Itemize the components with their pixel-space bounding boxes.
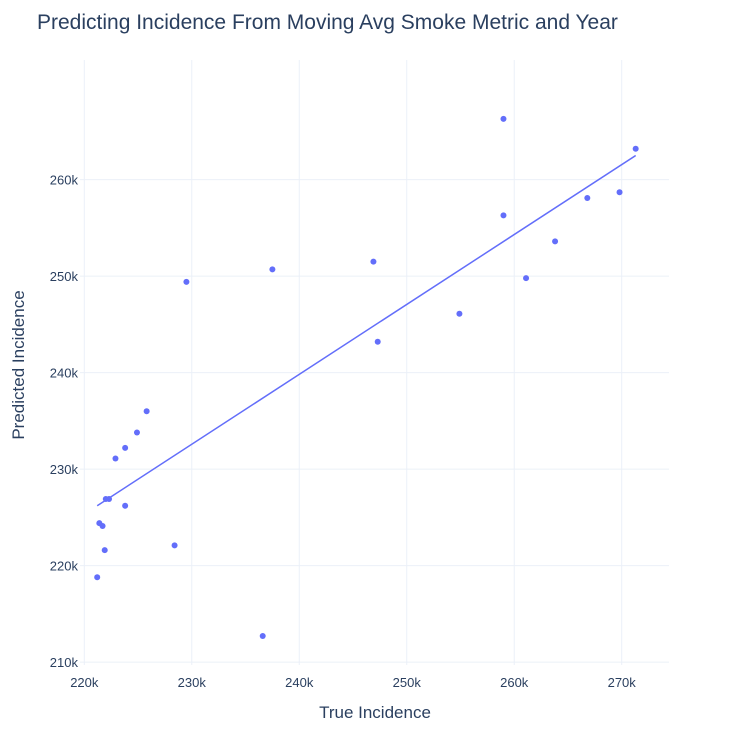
chart-title: Predicting Incidence From Moving Avg Smo…: [37, 11, 618, 34]
data-point[interactable]: [500, 115, 507, 122]
data-point[interactable]: [370, 258, 377, 265]
data-point[interactable]: [269, 266, 276, 273]
data-point[interactable]: [523, 275, 530, 282]
data-point[interactable]: [584, 194, 591, 201]
y-tick-label: 210k: [50, 655, 79, 670]
y-axis-title: Predicted Incidence: [9, 290, 28, 439]
data-point[interactable]: [171, 542, 178, 549]
data-point[interactable]: [183, 278, 190, 285]
data-point[interactable]: [500, 212, 507, 219]
data-point[interactable]: [99, 523, 106, 530]
data-point[interactable]: [133, 429, 140, 436]
data-point[interactable]: [632, 145, 639, 152]
y-tick-label: 220k: [50, 559, 79, 574]
y-axis-ticks: 210k 220k 230k 240k 250k 260k: [50, 173, 79, 670]
data-point[interactable]: [122, 444, 129, 451]
scatter-points: [94, 115, 639, 640]
y-tick-label: 250k: [50, 269, 79, 284]
grid: [80, 60, 669, 665]
data-point[interactable]: [374, 338, 381, 345]
data-point[interactable]: [106, 496, 113, 503]
data-point[interactable]: [259, 633, 266, 640]
x-tick-label: 250k: [393, 675, 422, 690]
x-tick-label: 270k: [608, 675, 637, 690]
data-point[interactable]: [616, 189, 623, 196]
data-point[interactable]: [456, 310, 463, 317]
trendline-layer: [96, 154, 637, 507]
y-tick-label: 240k: [50, 366, 79, 381]
data-point[interactable]: [112, 455, 119, 462]
data-point[interactable]: [101, 547, 108, 554]
y-tick-label: 230k: [50, 462, 79, 477]
data-point[interactable]: [552, 238, 559, 245]
x-tick-label: 260k: [500, 675, 529, 690]
trendline: [96, 154, 637, 507]
x-tick-label: 240k: [285, 675, 314, 690]
x-tick-label: 230k: [178, 675, 207, 690]
data-point[interactable]: [122, 502, 129, 509]
x-axis-ticks: 220k 230k 240k 250k 260k 270k: [70, 675, 636, 690]
x-axis-title: True Incidence: [319, 703, 431, 722]
x-tick-label: 220k: [70, 675, 99, 690]
data-point[interactable]: [94, 574, 101, 581]
y-tick-label: 260k: [50, 173, 79, 188]
data-point[interactable]: [143, 408, 150, 415]
